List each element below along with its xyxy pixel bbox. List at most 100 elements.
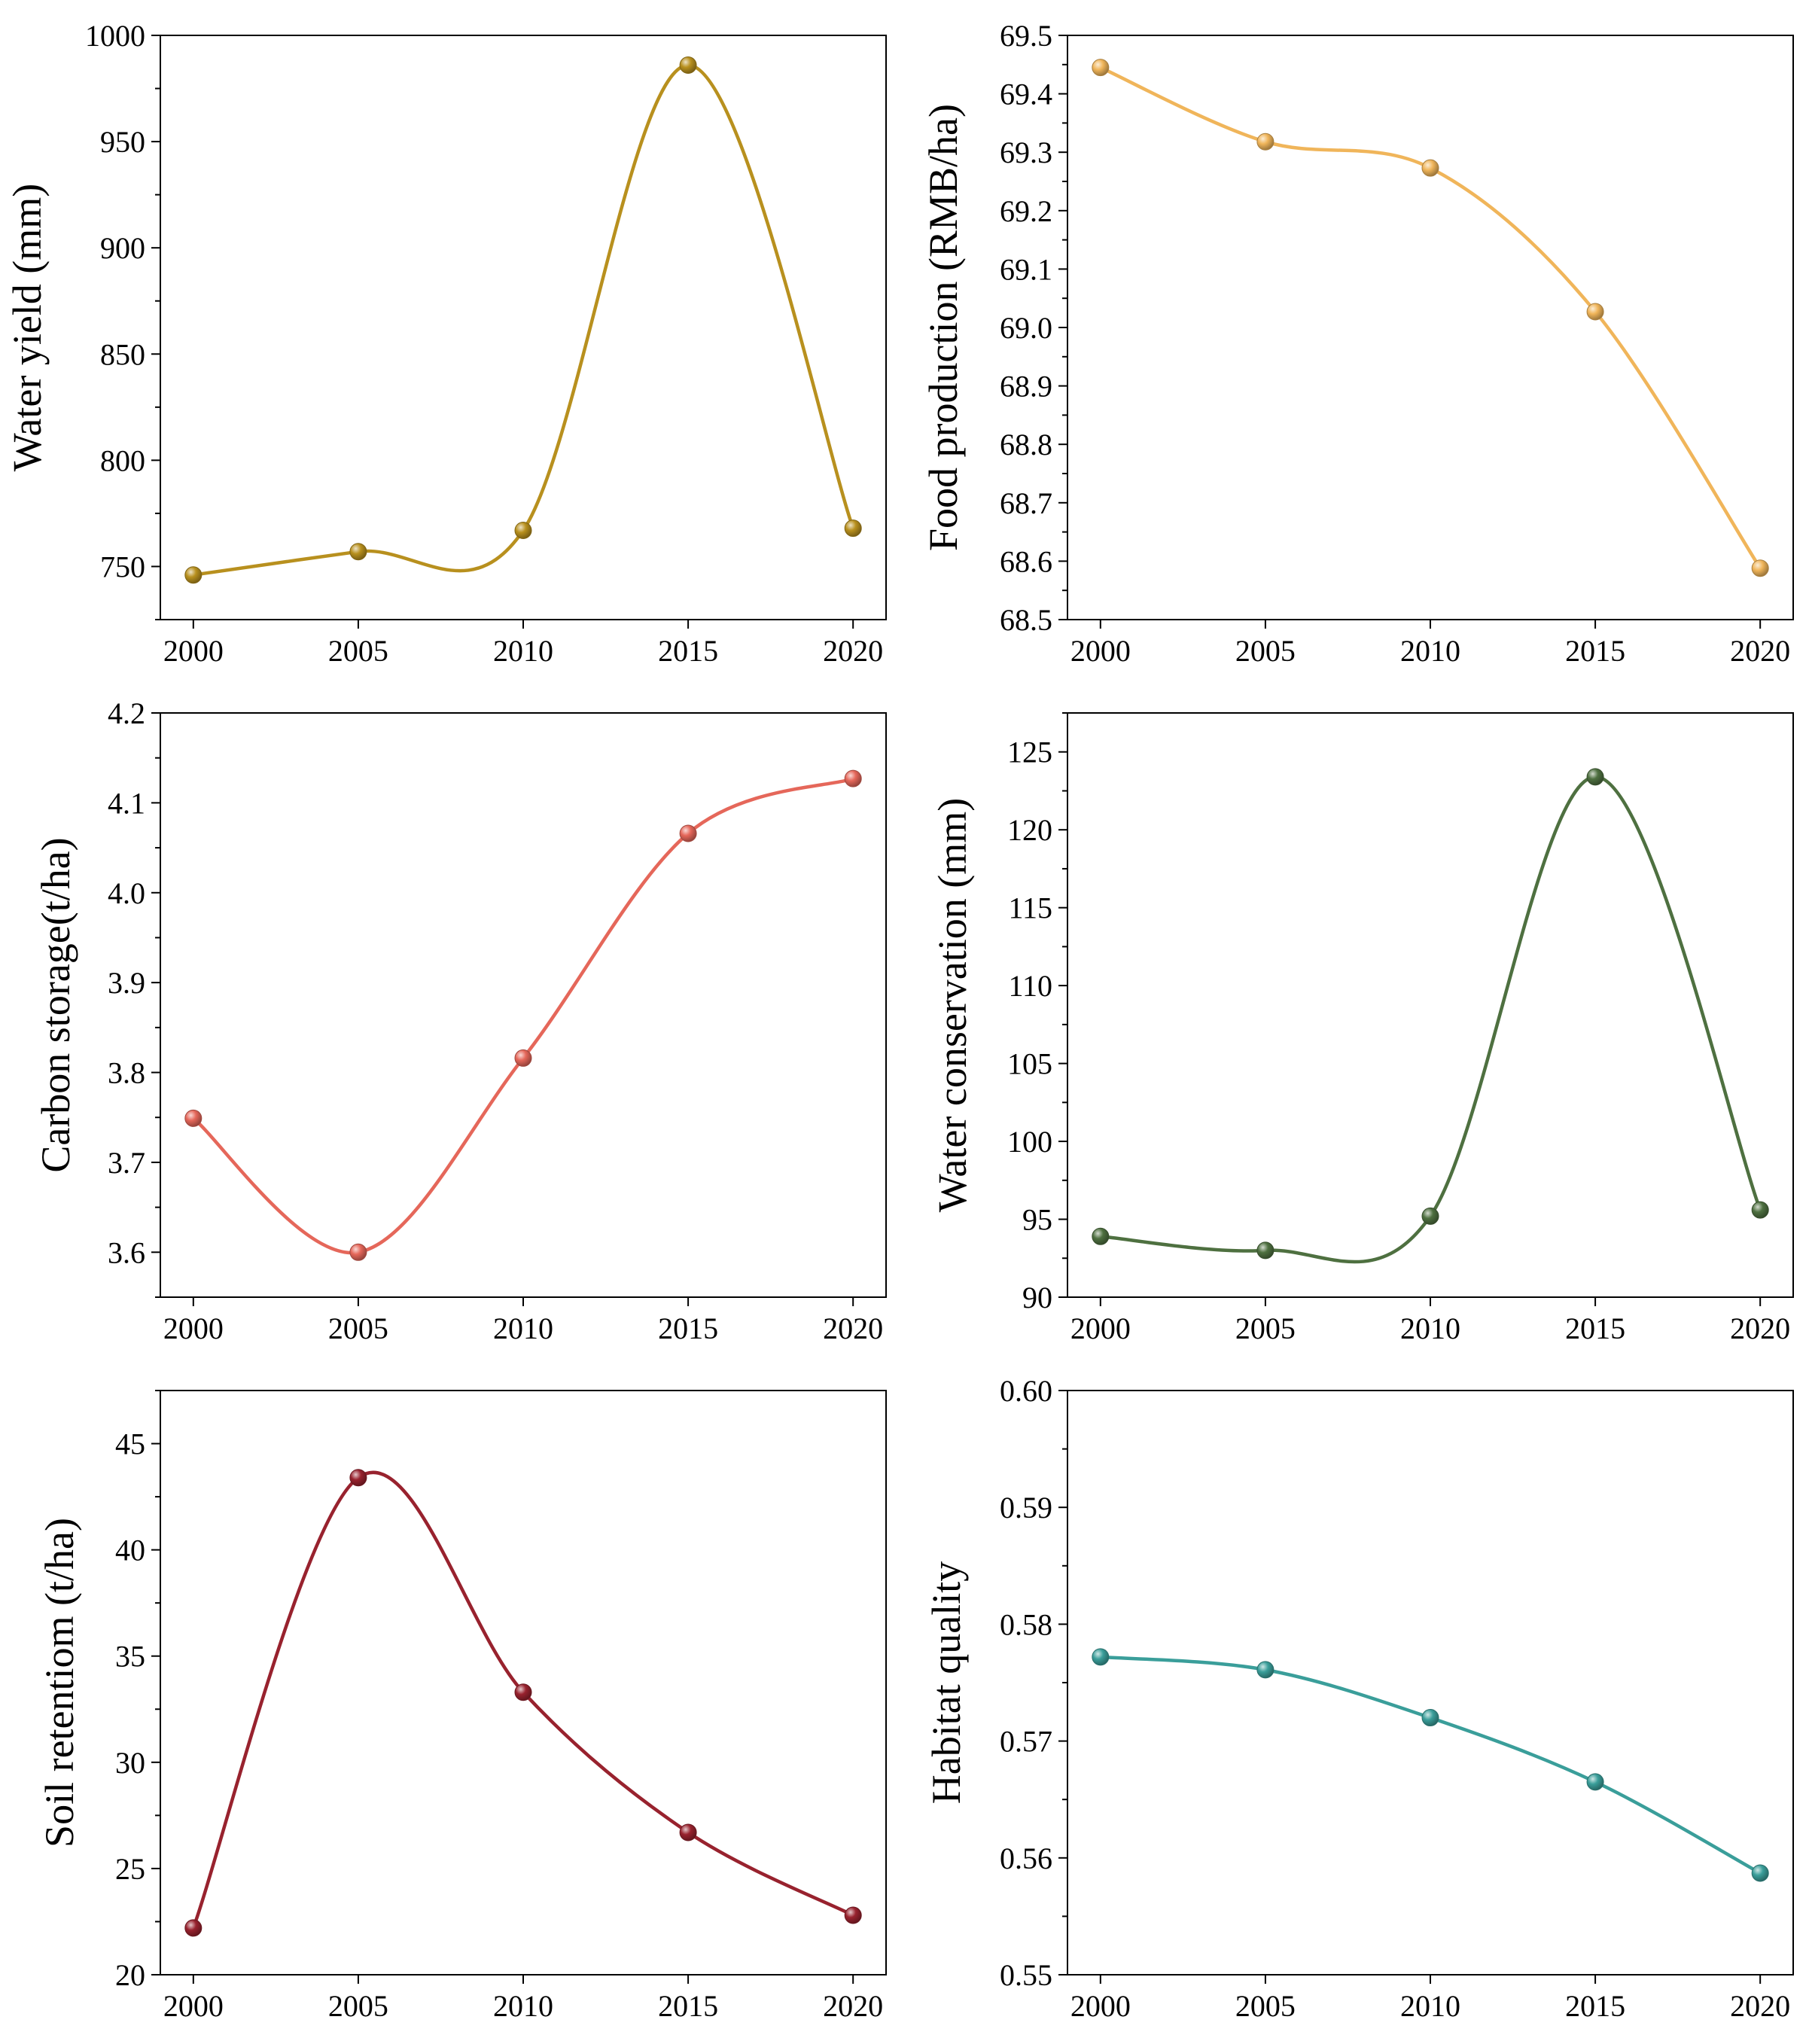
y-tick-label: 110 — [1008, 969, 1052, 1003]
y-tick-label: 115 — [1008, 891, 1052, 925]
x-tick-label: 2010 — [1400, 1311, 1460, 1345]
series-line — [191, 776, 855, 1255]
y-tick-label: 40 — [115, 1534, 145, 1567]
y-tick-label: 4.0 — [108, 876, 145, 910]
data-point — [184, 566, 203, 584]
data-point — [1421, 1207, 1439, 1225]
data-point — [679, 56, 697, 75]
data-point — [1092, 1227, 1110, 1245]
x-tick-label: 2010 — [493, 634, 553, 668]
x-tick-label: 2005 — [1235, 634, 1296, 668]
data-point — [1751, 559, 1769, 577]
chart-panel-6: 2000 2005 2010 2015 2020 0.55 0.56 0.57 0.58 0.59… — [924, 1374, 1794, 2023]
x-tick-label: 2010 — [1400, 634, 1460, 668]
data-point — [1256, 1241, 1275, 1260]
y-tick-label: 68.6 — [1000, 544, 1052, 578]
x-tick-label: 2015 — [1565, 634, 1625, 668]
series-line — [1098, 775, 1762, 1264]
data-point — [1586, 1773, 1604, 1791]
data-point — [679, 824, 697, 842]
y-tick-label: 105 — [1007, 1047, 1052, 1081]
data-point — [1586, 303, 1604, 321]
y-tick-label: 68.8 — [1000, 428, 1052, 461]
y-tick-label: 3.8 — [108, 1056, 145, 1090]
y-tick-label: 69.5 — [1000, 19, 1052, 53]
x-tick-label: 2020 — [1730, 1311, 1790, 1345]
y-tick-label: 69.2 — [1000, 194, 1052, 228]
data-point — [349, 543, 367, 561]
x-tick-label: 2020 — [1730, 1989, 1790, 2023]
x-tick-label: 2020 — [823, 1989, 883, 2023]
x-tick-label: 2000 — [1070, 1311, 1131, 1345]
x-tick-label: 2005 — [1235, 1311, 1296, 1345]
x-tick-label: 2005 — [328, 1311, 388, 1345]
y-tick-label: 0.57 — [1000, 1725, 1052, 1759]
y-tick-label: 69.4 — [1000, 78, 1052, 111]
y-tick-label: 30 — [115, 1746, 145, 1780]
y-axis-title: Soil retentiom (t/ha) — [37, 1518, 82, 1848]
data-point — [514, 1049, 532, 1067]
y-tick-label: 0.60 — [1000, 1374, 1052, 1408]
y-tick-label: 950 — [100, 125, 145, 159]
chart-panel-1: 2000 2005 2010 2015 2020 750 800 850 900 950 1000 W… — [5, 19, 887, 668]
y-axis-title: Food production (RMB/ha) — [921, 104, 966, 551]
x-tick-label: 2005 — [328, 634, 388, 668]
data-point — [1421, 159, 1439, 177]
chart-panel-3: 2000 2005 2010 2015 2020 3.6 3.7 3.8 3.9 4.0 4.1 4.… — [33, 696, 887, 1345]
y-tick-label: 0.55 — [1000, 1958, 1052, 1992]
y-tick-label: 4.2 — [108, 696, 145, 730]
data-point — [1751, 1201, 1769, 1219]
x-tick-label: 2015 — [658, 1311, 718, 1345]
chart-panel-4: 2000 2005 2010 2015 2020 90 95 100 105 110 115 120 1… — [930, 712, 1794, 1345]
data-point — [844, 769, 862, 787]
data-point — [184, 1919, 203, 1937]
x-tick-label: 2020 — [1730, 634, 1790, 668]
plot-frame — [1067, 1390, 1794, 1975]
series-line — [1098, 65, 1762, 570]
series-line — [1098, 1655, 1762, 1875]
x-tick-label: 2015 — [658, 1989, 718, 2023]
y-tick-label: 3.9 — [108, 966, 145, 1000]
series-line — [191, 63, 855, 577]
data-point — [349, 1469, 367, 1487]
series-line — [191, 1470, 855, 1930]
y-tick-label: 68.5 — [1000, 603, 1052, 637]
data-point — [1586, 768, 1604, 786]
data-point — [844, 1906, 862, 1924]
data-point — [1751, 1864, 1769, 1882]
y-tick-label: 3.6 — [108, 1235, 145, 1269]
data-point — [844, 519, 862, 538]
y-axis-title: Water yield (mm) — [5, 184, 50, 472]
x-tick-label: 2005 — [328, 1989, 388, 2023]
data-point — [679, 1823, 697, 1841]
x-tick-label: 2000 — [163, 1311, 224, 1345]
y-axis-title: Carbon storage(t/ha) — [33, 837, 78, 1172]
x-tick-label: 2020 — [823, 634, 883, 668]
y-tick-label: 4.1 — [108, 786, 145, 820]
plot-frame — [1067, 35, 1794, 620]
x-tick-label: 2010 — [493, 1311, 553, 1345]
data-point — [184, 1109, 203, 1127]
data-point — [349, 1243, 367, 1261]
y-tick-label: 69.0 — [1000, 311, 1052, 345]
x-tick-label: 2015 — [1565, 1989, 1625, 2023]
x-tick-label: 2000 — [1070, 1989, 1131, 2023]
y-tick-label: 800 — [100, 443, 145, 477]
y-tick-label: 45 — [115, 1427, 145, 1461]
x-tick-label: 2020 — [823, 1311, 883, 1345]
y-tick-label: 69.1 — [1000, 252, 1052, 286]
data-point — [1092, 1648, 1110, 1666]
data-point — [1421, 1709, 1439, 1727]
data-point — [1256, 133, 1275, 151]
y-tick-label: 900 — [100, 231, 145, 265]
y-tick-label: 1000 — [85, 19, 145, 53]
y-tick-label: 120 — [1007, 813, 1052, 847]
y-axis-title: Habitat quality — [924, 1561, 969, 1804]
y-tick-label: 20 — [115, 1958, 145, 1992]
x-tick-label: 2000 — [163, 1989, 224, 2023]
y-tick-label: 125 — [1007, 736, 1052, 769]
plot-frame — [160, 712, 887, 1298]
data-point — [1092, 59, 1110, 77]
